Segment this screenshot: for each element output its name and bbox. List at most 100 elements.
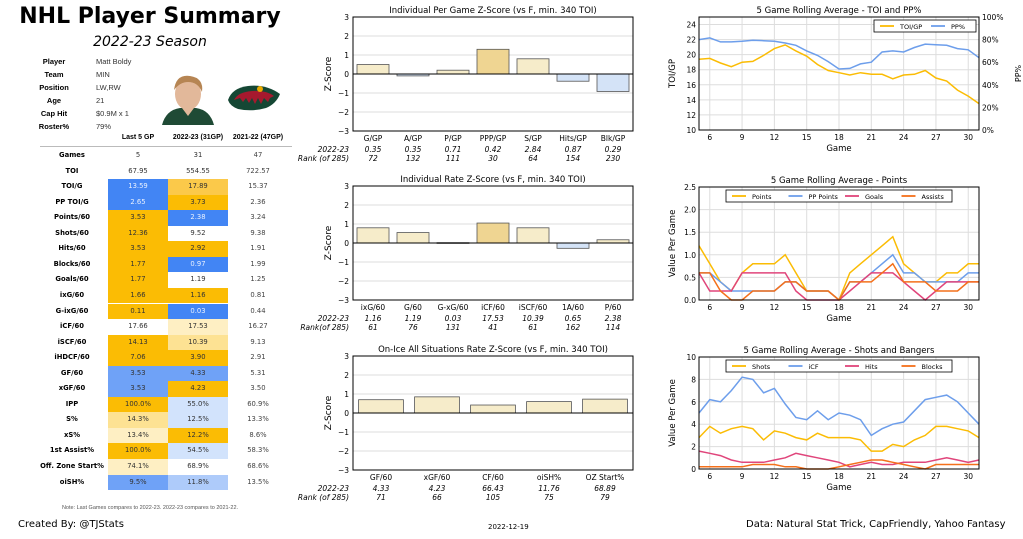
row-label: Blocks/60 — [53, 259, 91, 268]
table-row: Games 5 31 47 — [36, 148, 292, 164]
row-label: PP TOI/G — [55, 197, 89, 206]
y-axis-label: Value Per Game — [668, 379, 678, 447]
table-row: Points/60 3.53 2.38 3.24 — [36, 210, 292, 226]
info-value-age: 21 — [96, 96, 105, 105]
column-header: 2022-23 (31GP) — [172, 134, 224, 141]
rank-value: 132 — [406, 154, 421, 163]
z-score-bar — [356, 227, 390, 244]
x-tick-label: P/GP — [444, 134, 462, 143]
y-tick-label: −2 — [338, 447, 349, 456]
row-label: S% — [66, 415, 78, 424]
row-label: iCF/60 — [60, 322, 84, 331]
info-label-roster: Roster% — [38, 122, 70, 131]
table-cell: 9.13 — [228, 334, 288, 351]
table-cell: 1.16 — [168, 287, 228, 304]
y-tick-label: 6 — [691, 398, 696, 407]
y-tick-label: −1 — [338, 89, 349, 98]
table-cell: 47 — [228, 148, 288, 164]
row-label-season: 2022-23 — [318, 314, 350, 323]
table-cell: 15.37 — [228, 179, 288, 195]
rank-value: 230 — [606, 154, 621, 163]
table-cell: 3.53 — [108, 365, 168, 382]
table-cell: 100.0% — [108, 396, 168, 413]
x-tick-label: Blk/GP — [601, 134, 626, 143]
z-score-bar — [356, 64, 390, 75]
info-label-caphit: Cap Hit — [40, 109, 68, 118]
y-tick-label: 2.0 — [684, 206, 696, 215]
table-cell: 722.57 — [228, 163, 288, 180]
x-tick-label: 18 — [834, 303, 844, 312]
plot-frame — [698, 186, 980, 301]
x-tick-label: S/GP — [524, 134, 542, 143]
legend-label: iCF — [809, 363, 819, 371]
y2-tick-label: 100% — [982, 13, 1003, 22]
rank-value: 64 — [528, 154, 538, 163]
table-cell: 54.5% — [168, 443, 228, 459]
legend-label: Goals — [865, 193, 884, 201]
x-tick-label: A/GP — [404, 134, 422, 143]
table-cell: 1.77 — [108, 272, 168, 288]
y-tick-label: 0.5 — [684, 273, 696, 282]
table-cell: 16.27 — [228, 319, 288, 335]
rank-value: 61 — [528, 323, 538, 332]
plot-frame — [352, 355, 634, 471]
season-value: 10.39 — [522, 314, 544, 323]
table-cell: 17.89 — [168, 179, 228, 195]
table-cell: 7.06 — [108, 350, 168, 366]
row-label-season: 2022-23 — [318, 145, 350, 154]
table-cell: 2.65 — [108, 194, 168, 211]
series-line-blocks — [699, 459, 979, 470]
y-tick-label: 2.5 — [684, 183, 696, 192]
x-tick-label: 24 — [899, 303, 909, 312]
y-tick-label: −3 — [338, 127, 349, 136]
x-tick-label: 18 — [834, 133, 844, 142]
x-tick-label: oiSH% — [537, 473, 561, 482]
table-row: S% 14.3% 12.5% 13.3% — [36, 412, 292, 428]
table-row: Shots/60 12.36 9.52 9.38 — [36, 225, 292, 242]
y-tick-label: 12 — [686, 111, 696, 120]
table-row: iSCF/60 14.13 10.39 9.13 — [36, 334, 292, 351]
y-tick-label: −1 — [338, 428, 349, 437]
x-tick-label: CF/60 — [482, 473, 504, 482]
table-cell: 554.55 — [168, 163, 228, 180]
legend-label: Assists — [922, 193, 945, 201]
row-label: ixG/60 — [59, 290, 85, 299]
table-cell: 2.38 — [168, 210, 228, 226]
series-line-shots — [698, 425, 980, 452]
chart-title: 5 Game Rolling Average - Points — [771, 176, 908, 186]
chart-title: On-Ice All Situations Rate Z-Score (vs F… — [378, 345, 608, 355]
player-headshot — [158, 70, 218, 125]
data-source: Data: Natural Stat Trick, CapFriendly, Y… — [746, 519, 1006, 530]
x-tick-label: Hits/GP — [559, 134, 587, 143]
z-score-bar — [396, 232, 430, 244]
table-row: xS% 13.4% 12.2% 8.6% — [36, 427, 292, 444]
y2-tick-label: 40% — [982, 81, 999, 90]
table-cell: 31 — [168, 148, 228, 164]
season-value: 1.19 — [405, 314, 422, 323]
y-tick-label: 2 — [691, 443, 696, 452]
legend-label: Shots — [752, 363, 771, 371]
season-value: 0.03 — [445, 314, 462, 323]
row-label: iSCF/60 — [57, 337, 87, 346]
table-cell: 3.90 — [168, 350, 228, 366]
info-label-position: Position — [39, 83, 69, 92]
z-score-bar — [596, 73, 630, 92]
row-label-rank: Rank(of 285) — [300, 323, 349, 332]
y-tick-label: 0 — [344, 70, 349, 79]
x-axis-label: Game — [826, 483, 851, 493]
legend-label: TOI/GP — [899, 23, 922, 31]
table-cell: 74.1% — [108, 459, 168, 475]
season-value: 0.65 — [565, 314, 582, 323]
table-row: ixG/60 1.66 1.16 0.81 — [36, 287, 292, 304]
y-tick-label: 22 — [686, 36, 696, 45]
x-tick-label: xGF/60 — [424, 473, 451, 482]
y-axis-label: Z-Score — [324, 395, 334, 430]
table-cell: 0.03 — [168, 303, 228, 319]
table-cell: 3.53 — [108, 210, 168, 226]
z-score-bar — [414, 396, 460, 414]
chart-title: 5 Game Rolling Average - TOI and PP% — [757, 6, 922, 16]
y-tick-label: 8 — [691, 375, 696, 384]
legend-label: PP Points — [809, 193, 839, 201]
table-row: PP TOI/G 2.65 3.73 2.36 — [36, 194, 292, 211]
y-tick-label: 24 — [686, 21, 696, 30]
